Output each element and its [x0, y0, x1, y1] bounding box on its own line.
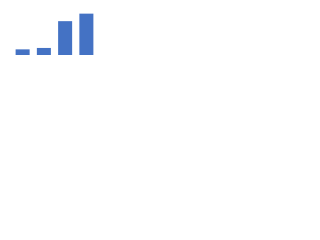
chart	[0, 0, 100, 71]
bar	[58, 21, 73, 55]
bar	[79, 13, 94, 56]
bar	[36, 47, 51, 55]
page: (() => { const data = JSON.parse(documen…	[0, 0, 320, 71]
bar	[15, 49, 30, 55]
